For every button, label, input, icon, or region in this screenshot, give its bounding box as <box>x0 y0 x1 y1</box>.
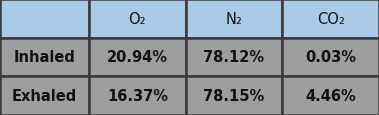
Text: 78.15%: 78.15% <box>204 88 265 103</box>
Text: 78.12%: 78.12% <box>204 50 265 65</box>
Bar <box>0 77 89 115</box>
Text: Inhaled: Inhaled <box>14 50 75 65</box>
Text: N₂: N₂ <box>226 12 243 27</box>
Bar <box>0 38 89 77</box>
Bar <box>89 38 186 77</box>
Bar <box>89 0 186 38</box>
Bar <box>0 0 89 38</box>
Text: 4.46%: 4.46% <box>305 88 356 103</box>
Bar <box>282 0 379 38</box>
Text: 16.37%: 16.37% <box>107 88 168 103</box>
Text: 0.03%: 0.03% <box>305 50 356 65</box>
Text: Exhaled: Exhaled <box>12 88 77 103</box>
Text: O₂: O₂ <box>128 12 146 27</box>
Bar <box>186 77 282 115</box>
Bar <box>89 77 186 115</box>
Bar <box>282 77 379 115</box>
Text: CO₂: CO₂ <box>317 12 345 27</box>
Text: 20.94%: 20.94% <box>107 50 168 65</box>
Bar <box>186 0 282 38</box>
Bar <box>282 38 379 77</box>
Bar <box>186 38 282 77</box>
